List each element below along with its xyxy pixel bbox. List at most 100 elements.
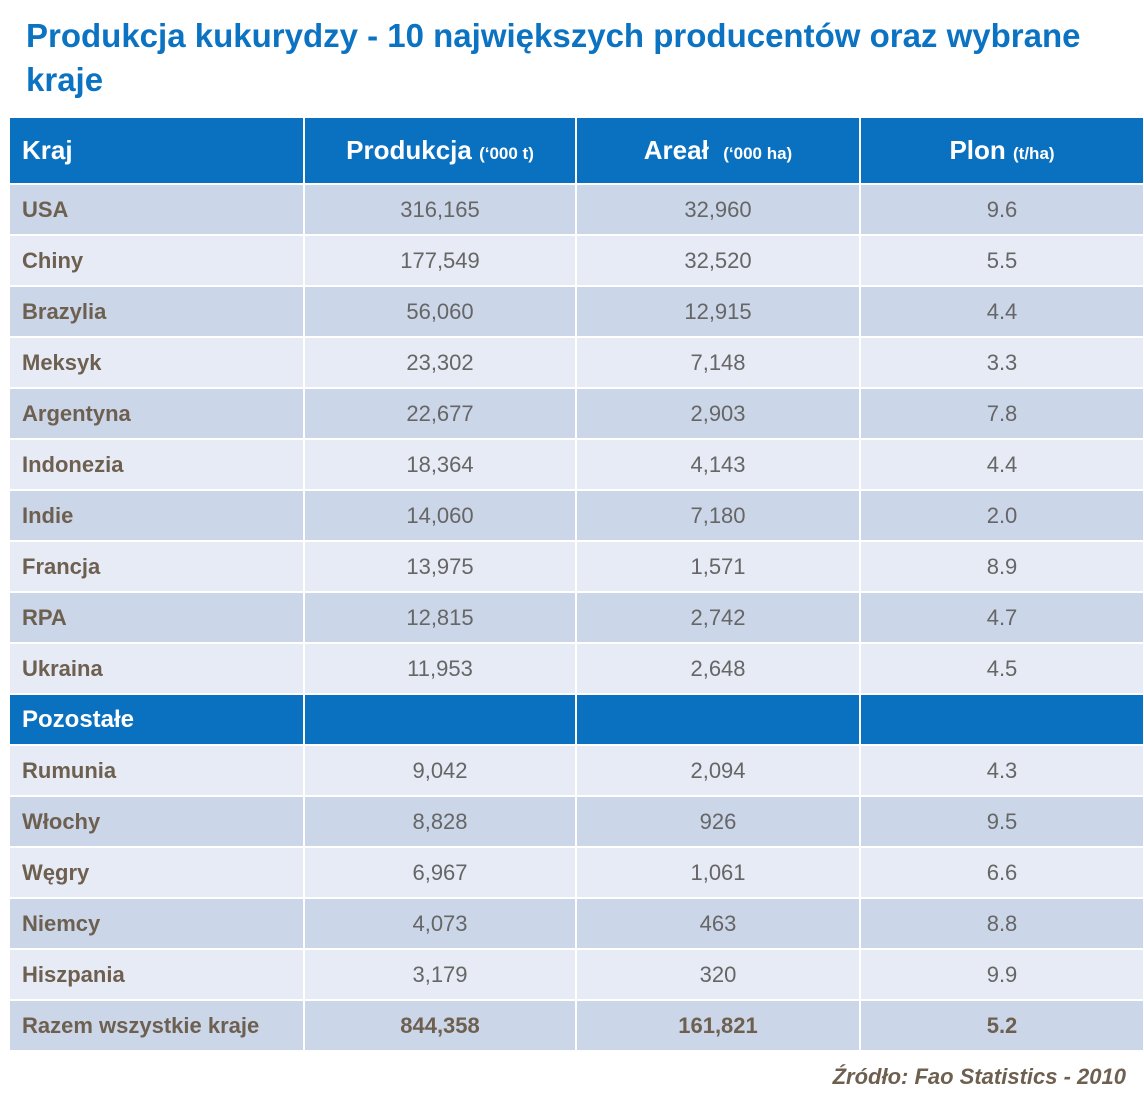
table-row: Indonezia 18,364 4,143 4.4 [10,439,1144,491]
country-cell: Argentyna [10,388,305,440]
column-header-yield: Plon (t/ha) [860,118,1144,185]
total-row: Razem wszystkie kraje 844,358 161,821 5.… [10,1000,1144,1052]
country-cell: Rumunia [10,745,305,797]
production-cell: 8,828 [304,796,577,848]
country-cell: Hiszpania [10,949,305,1001]
production-cell: 4,073 [304,898,577,950]
country-cell: RPA [10,592,305,644]
yield-cell: 4.4 [860,439,1144,491]
yield-cell: 9.9 [860,949,1144,1001]
country-cell: Chiny [10,235,305,287]
production-cell: 14,060 [304,490,577,542]
yield-cell: 8.8 [860,898,1144,950]
country-cell: Ukraina [10,643,305,695]
table-row: Włochy 8,828 926 9.5 [10,796,1144,848]
production-cell: 23,302 [304,337,577,389]
column-header-production-label: Produkcja [346,135,472,165]
production-cell: 22,677 [304,388,577,440]
area-cell: 463 [576,898,861,950]
column-header-area: Areał (‘000 ha) [576,118,861,185]
area-cell: 7,148 [576,337,861,389]
yield-cell: 8.9 [860,541,1144,593]
area-cell: 926 [576,796,861,848]
area-cell: 32,520 [576,235,861,287]
table-row: Rumunia 9,042 2,094 4.3 [10,745,1144,797]
table-row: RPA 12,815 2,742 4.7 [10,592,1144,644]
area-cell: 2,094 [576,745,861,797]
area-cell: 4,143 [576,439,861,491]
total-production-cell: 844,358 [304,1000,577,1052]
yield-cell: 5.5 [860,235,1144,287]
total-area-cell: 161,821 [576,1000,861,1052]
section-header-blank-cell [860,694,1144,746]
country-cell: Meksyk [10,337,305,389]
area-cell: 320 [576,949,861,1001]
country-cell: Węgry [10,847,305,899]
section-header-blank-cell [576,694,861,746]
column-header-country: Kraj [10,118,305,185]
table-row: Chiny 177,549 32,520 5.5 [10,235,1144,287]
table-row: Brazylia 56,060 12,915 4.4 [10,286,1144,338]
yield-cell: 4.3 [860,745,1144,797]
yield-cell: 6.6 [860,847,1144,899]
country-cell: USA [10,184,305,236]
area-cell: 12,915 [576,286,861,338]
column-header-production-unit: (‘000 t) [479,144,534,163]
page-title: Produkcja kukurydzy - 10 największych pr… [26,17,1081,98]
yield-cell: 4.7 [860,592,1144,644]
section-header-blank-cell [304,694,577,746]
table-row: Indie 14,060 7,180 2.0 [10,490,1144,542]
yield-cell: 4.5 [860,643,1144,695]
country-cell: Niemcy [10,898,305,950]
country-cell: Indie [10,490,305,542]
yield-cell: 7.8 [860,388,1144,440]
table-row: Węgry 6,967 1,061 6.6 [10,847,1144,899]
column-header-country-label: Kraj [22,135,73,165]
area-cell: 1,061 [576,847,861,899]
area-cell: 2,742 [576,592,861,644]
production-cell: 11,953 [304,643,577,695]
production-cell: 56,060 [304,286,577,338]
area-cell: 32,960 [576,184,861,236]
production-cell: 316,165 [304,184,577,236]
total-label-cell: Razem wszystkie kraje [10,1000,305,1052]
country-cell: Indonezia [10,439,305,491]
table-row: Ukraina 11,953 2,648 4.5 [10,643,1144,695]
column-header-area-label: Areał [643,135,709,165]
yield-cell: 9.5 [860,796,1144,848]
table-row: USA 316,165 32,960 9.6 [10,184,1144,236]
table-header-row: Kraj Produkcja (‘000 t) Areał (‘000 ha) … [10,118,1144,185]
country-cell: Brazylia [10,286,305,338]
column-header-yield-unit: (t/ha) [1013,144,1055,163]
production-cell: 3,179 [304,949,577,1001]
production-cell: 6,967 [304,847,577,899]
area-cell: 2,648 [576,643,861,695]
area-cell: 7,180 [576,490,861,542]
yield-cell: 2.0 [860,490,1144,542]
table-row: Niemcy 4,073 463 8.8 [10,898,1144,950]
production-cell: 18,364 [304,439,577,491]
source-note: Źródło: Fao Statistics - 2010 [832,1064,1126,1089]
column-header-production: Produkcja (‘000 t) [304,118,577,185]
production-cell: 12,815 [304,592,577,644]
yield-cell: 4.4 [860,286,1144,338]
area-cell: 2,903 [576,388,861,440]
column-header-yield-label: Plon [949,135,1006,165]
country-cell: Włochy [10,796,305,848]
table-row: Argentyna 22,677 2,903 7.8 [10,388,1144,440]
country-cell: Francja [10,541,305,593]
table-row: Meksyk 23,302 7,148 3.3 [10,337,1144,389]
total-yield-cell: 5.2 [860,1000,1144,1052]
yield-cell: 3.3 [860,337,1144,389]
production-cell: 13,975 [304,541,577,593]
area-cell: 1,571 [576,541,861,593]
table-row: Hiszpania 3,179 320 9.9 [10,949,1144,1001]
section-header-row: Pozostałe [10,694,1144,746]
table-row: Francja 13,975 1,571 8.9 [10,541,1144,593]
section-header-others: Pozostałe [10,694,305,746]
yield-cell: 9.6 [860,184,1144,236]
production-cell: 177,549 [304,235,577,287]
maize-production-table: Kraj Produkcja (‘000 t) Areał (‘000 ha) … [10,118,1144,1052]
column-header-area-unit: (‘000 ha) [723,144,793,163]
production-cell: 9,042 [304,745,577,797]
